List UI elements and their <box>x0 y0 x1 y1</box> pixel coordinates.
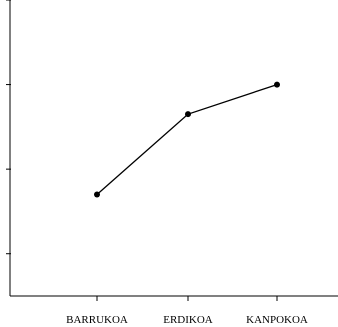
y-axis-ticks <box>6 0 11 255</box>
data-point-1 <box>185 111 191 118</box>
series-group <box>94 81 280 198</box>
x-axis-tick-labels: BARRUKOA ERDIKOA KANPOKOA <box>66 314 308 326</box>
x-tick-label-1: ERDIKOA <box>163 314 213 326</box>
x-axis-ticks <box>96 296 278 301</box>
data-point-2 <box>274 81 280 88</box>
x-tick-label-2: KANPOKOA <box>246 314 308 326</box>
chart-axes <box>9 0 338 297</box>
x-tick-label-0: BARRUKOA <box>66 314 128 326</box>
data-point-0 <box>94 191 100 198</box>
series-line <box>96 83 278 196</box>
